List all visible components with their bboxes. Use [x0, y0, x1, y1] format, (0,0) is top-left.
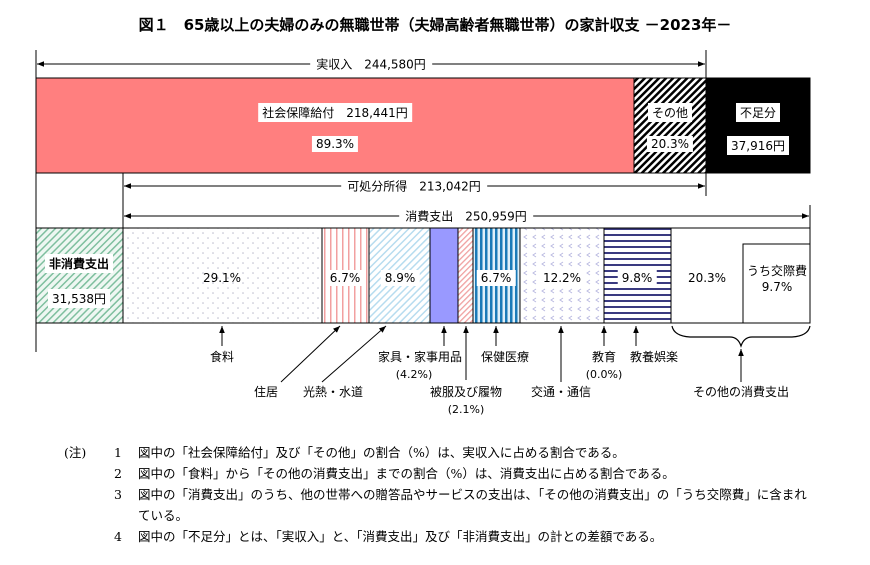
- income-total-label: 実収入 244,580円: [310, 55, 432, 73]
- callout-housing: 住居: [253, 385, 279, 399]
- other-income-pct: 20.3%: [646, 136, 694, 152]
- other-income-label: その他: [647, 103, 693, 122]
- callout-furniture: 家具・家事用品: [377, 350, 463, 364]
- utilities-pct: 8.9%: [380, 270, 420, 286]
- note-1: (注) 1 図中の「社会保障給付」及び「その他」の割合（%）は、実収入に占める割…: [64, 442, 818, 463]
- note-4: 4 図中の「不足分」とは、「実収入」と、「消費支出」及び「非消費支出」の計との差…: [114, 529, 663, 544]
- other-consumption-pct: 20.3%: [687, 271, 727, 285]
- note-2: 2 図中の「食料」から「その他の消費支出」までの割合（%）は、消費支出に占める割…: [114, 466, 675, 481]
- note-tag: (注): [64, 445, 87, 460]
- footnotes: (注) 1 図中の「社会保障給付」及び「その他」の割合（%）は、実収入に占める割…: [64, 442, 818, 547]
- shortfall-value: 37,916円: [727, 136, 789, 155]
- medical-pct: 6.7%: [476, 270, 516, 286]
- note-3: 3 図中の「消費支出」のうち、他の世帯への贈答品やサービスの支出は、「その他の消…: [114, 487, 807, 523]
- callout-utilities: 光熱・水道: [302, 385, 364, 399]
- callout-transport: 交通・通信: [530, 385, 592, 399]
- housing-pct: 6.7%: [325, 270, 365, 286]
- social-security-pct: 89.3%: [311, 136, 359, 152]
- transport-pct: 12.2%: [538, 270, 586, 286]
- callout-education-pct: (0.0%): [585, 368, 623, 381]
- callout-other-consumption: その他の消費支出: [692, 385, 790, 399]
- callout-clothing-pct: (2.1%): [447, 403, 485, 416]
- consumption-total-label: 消費支出 250,959円: [399, 207, 533, 225]
- callout-food: 食料: [209, 350, 235, 364]
- chart-title: 図１ 65歳以上の夫婦のみの無職世帯（夫婦高齢者無職世帯）の家計収支 －2023…: [138, 16, 732, 34]
- social-expense-pct: 9.7%: [761, 280, 793, 294]
- disposable-income-label: 可処分所得 213,042円: [341, 177, 487, 195]
- social-security-label: 社会保障給付 218,441円: [258, 103, 412, 122]
- culture-pct: 9.8%: [617, 270, 657, 286]
- callout-clothing: 被服及び履物: [429, 385, 503, 399]
- nonconsumption-value: 31,538円: [48, 289, 110, 308]
- callout-culture: 教養娯楽: [629, 350, 679, 364]
- shortfall-label: 不足分: [735, 103, 781, 122]
- nonconsumption-label: 非消費支出: [44, 254, 114, 273]
- social-expense-label: うち交際費: [746, 264, 808, 278]
- food-pct: 29.1%: [202, 271, 242, 285]
- callout-education: 教育: [591, 350, 617, 364]
- callout-medical: 保健医療: [480, 350, 530, 364]
- callout-furniture-pct: (4.2%): [395, 368, 433, 381]
